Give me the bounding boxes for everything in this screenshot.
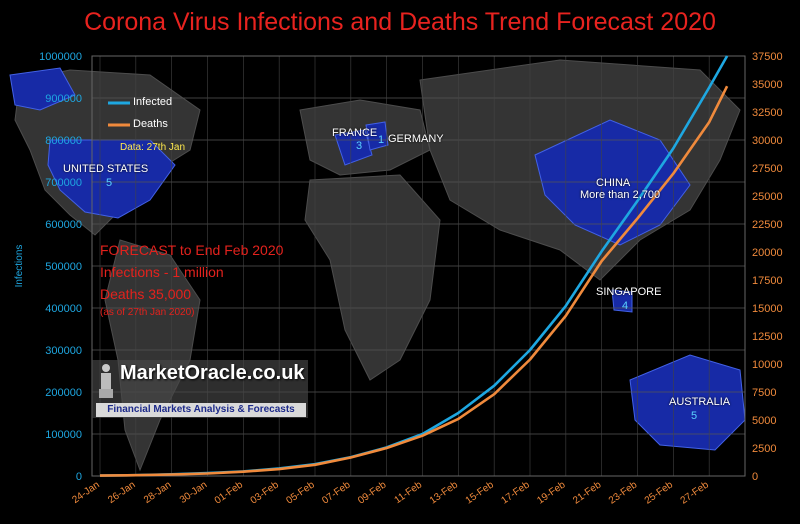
legend-infected-label: Infected bbox=[133, 96, 173, 108]
y-axis-right-tick-label: 30000 bbox=[752, 135, 783, 147]
y-axis-right-tick-label: 15000 bbox=[752, 303, 783, 315]
country-singapore bbox=[611, 289, 633, 313]
x-axis-tick-label: 30-Jan bbox=[178, 479, 209, 506]
logo-figure-icon bbox=[99, 364, 113, 398]
y-axis-right-tick-label: 2500 bbox=[752, 443, 776, 455]
legend-deaths-label: Deaths bbox=[133, 118, 168, 130]
y-axis-right-tick-label: 27500 bbox=[752, 163, 783, 175]
x-axis-tick-label: 07-Feb bbox=[320, 479, 353, 506]
map-count-germany: 1 bbox=[378, 134, 385, 146]
x-axis-tick-label: 26-Jan bbox=[106, 479, 137, 506]
map-label-china: CHINA bbox=[596, 177, 631, 189]
map-count-china: More than 2,700 bbox=[580, 189, 661, 201]
map-count-france: 3 bbox=[356, 140, 363, 152]
y-axis-left-tick-label: 900000 bbox=[45, 93, 82, 105]
y-axis-left-tick-label: 800000 bbox=[45, 135, 82, 147]
x-axis-tick-label: 13-Feb bbox=[428, 479, 461, 506]
y-axis-right-tick-label: 35000 bbox=[752, 79, 783, 91]
x-axis-tick-label: 28-Jan bbox=[142, 479, 173, 506]
y-axis-left-tick-label: 300000 bbox=[45, 345, 82, 357]
map-count-us: 5 bbox=[106, 177, 113, 189]
country-united-states bbox=[47, 139, 176, 219]
map-label-australia: AUSTRALIA bbox=[669, 396, 731, 408]
x-axis-tick-label: 25-Feb bbox=[643, 479, 676, 506]
map-label-singapore: SINGAPORE bbox=[596, 286, 662, 298]
map-count-singapore: 4 bbox=[622, 300, 629, 312]
y-axis-right-tick-label: 20000 bbox=[752, 247, 783, 259]
country-alaska bbox=[9, 67, 76, 111]
x-axis-tick-label: 23-Feb bbox=[607, 479, 640, 506]
world-map bbox=[9, 59, 746, 472]
forecast-line-1: FORECAST to End Feb 2020 bbox=[100, 242, 284, 258]
series-line-deaths bbox=[99, 85, 729, 477]
continent-africa bbox=[304, 174, 441, 381]
logo-tagline: Financial Markets Analysis & Forecasts bbox=[96, 403, 306, 417]
y-axis-left-tick-label: 600000 bbox=[45, 219, 82, 231]
plot-area-border bbox=[91, 55, 746, 477]
x-axis-tick-label: 15-Feb bbox=[464, 479, 497, 506]
country-france bbox=[334, 129, 373, 166]
x-axis-tick-label: 21-Feb bbox=[571, 479, 604, 506]
x-axis-tick-label: 09-Feb bbox=[356, 479, 389, 506]
country-australia bbox=[629, 354, 746, 451]
x-axis-tick-label: 17-Feb bbox=[499, 479, 532, 506]
y-axis-left-tick-label: 200000 bbox=[45, 387, 82, 399]
y-axis-right-tick-label: 0 bbox=[752, 471, 758, 483]
x-axis-tick-label: 05-Feb bbox=[284, 479, 317, 506]
y-axis-left-tick-label: 400000 bbox=[45, 303, 82, 315]
y-axis-right-tick-label: 12500 bbox=[752, 331, 783, 343]
x-axis-tick-label: 03-Feb bbox=[249, 479, 282, 506]
y-axis-right-tick-label: 10000 bbox=[752, 359, 783, 371]
map-label-germany: GERMANY bbox=[388, 133, 444, 145]
chart-title: Corona Virus Infections and Deaths Trend… bbox=[84, 8, 716, 36]
y-axis-right-tick-label: 17500 bbox=[752, 275, 783, 287]
y-axis-right-tick-label: 7500 bbox=[752, 387, 776, 399]
x-axis-tick-label: 01-Feb bbox=[213, 479, 246, 506]
forecast-line-4: (as of 27th Jan 2020) bbox=[100, 307, 195, 318]
forecast-line-2: Infections - 1 million bbox=[100, 264, 224, 280]
y-axis-right-tick-label: 37500 bbox=[752, 51, 783, 63]
y-axis-left-tick-label: 700000 bbox=[45, 177, 82, 189]
y-axis-label: Infections bbox=[14, 245, 25, 288]
y-axis-right-tick-label: 32500 bbox=[752, 107, 783, 119]
x-axis-tick-label: 19-Feb bbox=[535, 479, 568, 506]
forecast-line-3: Deaths 35,000 bbox=[100, 286, 192, 302]
x-axis-tick-label: 24-Jan bbox=[70, 479, 101, 506]
map-count-australia: 5 bbox=[691, 410, 698, 422]
country-china bbox=[534, 119, 691, 246]
x-axis-tick-label: 27-Feb bbox=[679, 479, 712, 506]
y-axis-left-tick-label: 500000 bbox=[45, 261, 82, 273]
y-axis-left-tick-label: 100000 bbox=[45, 429, 82, 441]
map-label-us: UNITED STATES bbox=[63, 163, 149, 175]
map-label-france: FRANCE bbox=[332, 127, 378, 139]
x-axis-tick-label: 11-Feb bbox=[393, 479, 425, 506]
y-axis-left-tick-label: 0 bbox=[76, 471, 82, 483]
country-germany bbox=[365, 121, 389, 151]
y-axis-right-tick-label: 22500 bbox=[752, 219, 783, 231]
y-axis-right-tick-label: 25000 bbox=[752, 191, 783, 203]
data-note: Data: 27th Jan bbox=[120, 142, 186, 153]
y-axis-left-tick-label: 1000000 bbox=[39, 51, 82, 63]
logo-name: MarketOracle.co.uk bbox=[120, 362, 305, 384]
y-axis-right-tick-label: 5000 bbox=[752, 415, 776, 427]
